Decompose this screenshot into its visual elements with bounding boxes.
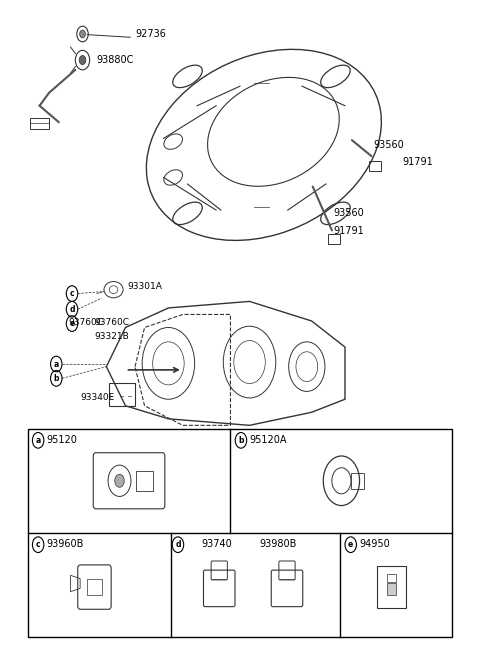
Text: b: b (53, 374, 59, 383)
Text: 94950: 94950 (360, 539, 390, 549)
Text: 93980B: 93980B (259, 539, 297, 549)
Text: 91791: 91791 (402, 157, 433, 168)
Text: 93321B: 93321B (95, 332, 129, 341)
Text: d: d (69, 305, 75, 314)
Text: e: e (70, 319, 75, 328)
Text: 92736: 92736 (135, 29, 166, 39)
Text: c: c (36, 540, 40, 549)
Text: 93301A: 93301A (128, 282, 163, 291)
Text: 91791: 91791 (333, 226, 364, 236)
Text: 95120: 95120 (47, 435, 78, 445)
Text: 93880C: 93880C (97, 55, 134, 65)
Circle shape (115, 474, 124, 487)
Text: 93760C: 93760C (68, 318, 103, 327)
Text: 95120A: 95120A (250, 435, 287, 445)
Text: 93560: 93560 (333, 208, 364, 218)
Circle shape (79, 56, 86, 65)
Text: 93740: 93740 (202, 539, 233, 549)
Text: 93340E: 93340E (80, 394, 114, 402)
FancyBboxPatch shape (387, 583, 396, 595)
Circle shape (80, 30, 85, 38)
Text: d: d (175, 540, 180, 549)
Text: 93560: 93560 (373, 140, 404, 150)
Text: 93760C: 93760C (95, 318, 130, 327)
Text: a: a (54, 360, 59, 369)
Text: e: e (348, 540, 353, 549)
Text: b: b (238, 436, 244, 445)
Text: a: a (36, 436, 41, 445)
Text: c: c (70, 289, 74, 298)
Text: 93960B: 93960B (47, 539, 84, 549)
